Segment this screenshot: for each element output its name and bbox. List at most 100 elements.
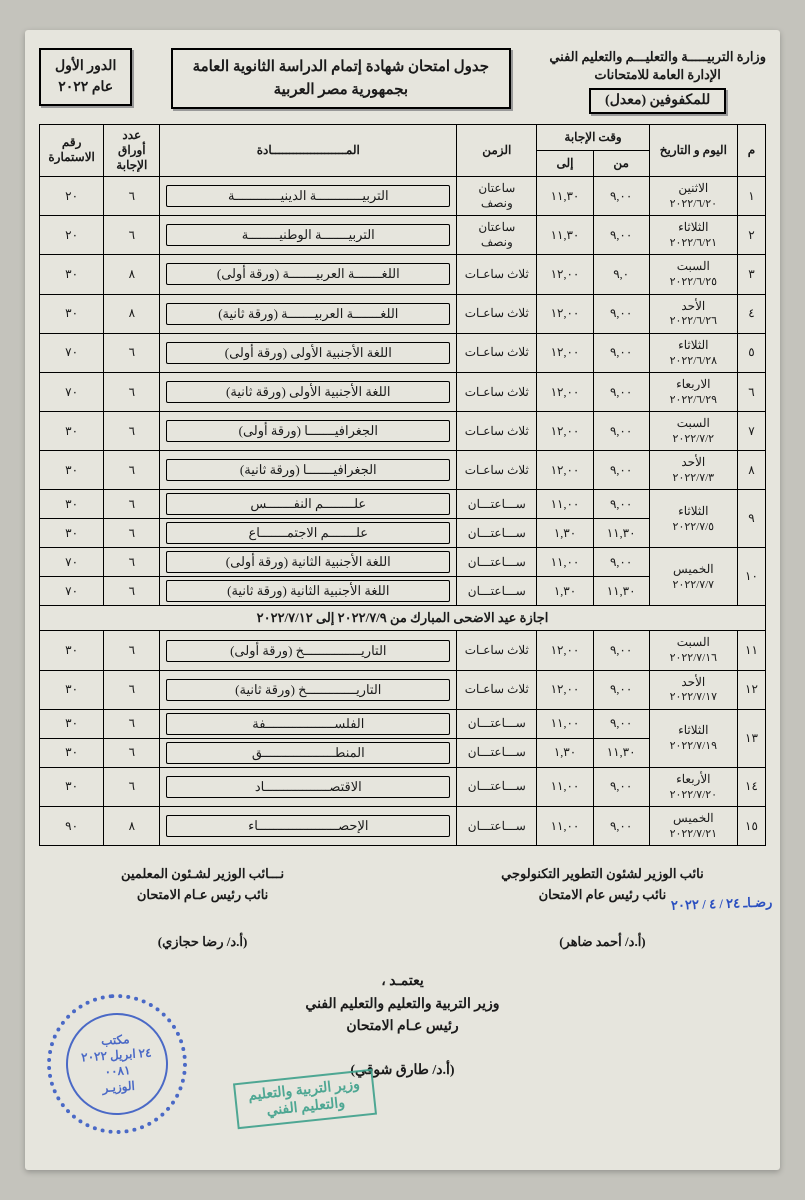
cell-form: ٣٠: [40, 670, 104, 709]
cell-day: الاثنين٢٠٢٢/٦/٢٠: [649, 176, 737, 215]
cell-subject: التربيــــــــــــة الدينيــــــــــــة: [160, 176, 457, 215]
col-form: رقم الاستمارة: [40, 124, 104, 176]
table-row: ٢الثلاثاء٢٠٢٢/٦/٢١٩,٠٠١١,٣٠ساعتان ونصفال…: [40, 216, 766, 255]
round-stamp-inner: مكتب ٢٤ ابريل ٢٠٢٢ ٠٠٨١ الوزيـر: [63, 1010, 172, 1119]
cell-subject: اللغة الأجنبية الأولى (ورقة أولى): [160, 333, 457, 372]
cell-form: ٣٠: [40, 490, 104, 519]
sheet: وزارة التربيـــــة والتعليـــم والتعليم …: [25, 30, 780, 1170]
holiday-row: اجازة عيد الاضحى المبارك من ٢٠٢٢/٧/٩ إلى…: [40, 606, 766, 631]
cell-m: ٧: [737, 412, 765, 451]
cell-dur: ثلاث ساعـات: [457, 670, 537, 709]
cell-to: ١٢,٠٠: [537, 294, 593, 333]
cell-dur: ثلاث ساعـات: [457, 372, 537, 411]
cell-day: الثلاثاء٢٠٢٢/٧/٥: [649, 490, 737, 548]
cell-dur: ســـاعتـــان: [457, 709, 537, 738]
table-row: ٨الأحد٢٠٢٢/٧/٣٩,٠٠١٢,٠٠ثلاث ساعـاتالجغرا…: [40, 451, 766, 490]
table-row: ١٠الخميس٢٠٢٢/٧/٧٩,٠٠١١,٠٠ســـاعتـــانالل…: [40, 548, 766, 577]
cell-to: ١,٣٠: [537, 577, 593, 606]
table-head: م اليوم و التاريخ وقت الإجابة الزمن المـ…: [40, 124, 766, 176]
cell-to: ١٢,٠٠: [537, 255, 593, 294]
cell-dur: ســـاعتـــان: [457, 577, 537, 606]
col-pages: عدد أوراق الإجابة: [104, 124, 160, 176]
cell-m: ١٥: [737, 807, 765, 846]
cell-day: الثلاثاء٢٠٢٢/٦/٢٨: [649, 333, 737, 372]
cell-form: ٣٠: [40, 519, 104, 548]
cell-form: ٣٠: [40, 451, 104, 490]
cell-form: ٣٠: [40, 738, 104, 767]
cell-form: ٣٠: [40, 631, 104, 670]
cell-to: ١١,٠٠: [537, 807, 593, 846]
cell-pages: ٨: [104, 807, 160, 846]
cell-from: ٩,٠٠: [593, 412, 649, 451]
cell-day: الأحد٢٠٢٢/٦/٢٦: [649, 294, 737, 333]
cell-dur: ثلاث ساعـات: [457, 412, 537, 451]
cell-pages: ٦: [104, 577, 160, 606]
cell-dur: ثلاث ساعـات: [457, 451, 537, 490]
cell-m: ٦: [737, 372, 765, 411]
cell-form: ٧٠: [40, 577, 104, 606]
cell-m: ٨: [737, 451, 765, 490]
cell-subject: اللغـــــــة العربيـــــــة (ورقة أولى): [160, 255, 457, 294]
cell-from: ٩,٠٠: [593, 490, 649, 519]
cell-dur: ساعتان ونصف: [457, 216, 537, 255]
cell-day: الأربعاء٢٠٢٢/٧/٢٠: [649, 767, 737, 806]
cell-from: ٩,٠٠: [593, 631, 649, 670]
cell-subject: المنطـــــــــــــــــــق: [160, 738, 457, 767]
cell-dur: ساعتان ونصف: [457, 176, 537, 215]
cell-day: الخميس٢٠٢٢/٧/٢١: [649, 807, 737, 846]
cell-form: ٣٠: [40, 255, 104, 294]
cell-to: ١١,٠٠: [537, 490, 593, 519]
cell-m: ٢: [737, 216, 765, 255]
cell-form: ٣٠: [40, 767, 104, 806]
cell-pages: ٦: [104, 412, 160, 451]
cell-dur: ســـاعتـــان: [457, 548, 537, 577]
table-row: ٧السبت٢٠٢٢/٧/٢٩,٠٠١٢,٠٠ثلاث ساعـاتالجغرا…: [40, 412, 766, 451]
sig-right-title1: نائب الوزير لشئون التطوير التكنولوجي: [439, 864, 766, 885]
cell-subject: الجغرافيـــــــا (ورقة ثانية): [160, 451, 457, 490]
cell-form: ٧٠: [40, 548, 104, 577]
cell-day: الثلاثاء٢٠٢٢/٧/١٩: [649, 709, 737, 767]
cell-pages: ٨: [104, 294, 160, 333]
cell-from: ٩,٠: [593, 255, 649, 294]
ministry-line2: الإدارة العامة للامتحانات: [549, 66, 766, 84]
cell-to: ١٢,٠٠: [537, 631, 593, 670]
cell-to: ١,٣٠: [537, 738, 593, 767]
cell-dur: ثلاث ساعـات: [457, 294, 537, 333]
cell-m: ١: [737, 176, 765, 215]
cell-m: ١٣: [737, 709, 765, 767]
sig-left-title2: نائب رئيس عـام الامتحان: [39, 885, 366, 906]
cell-dur: ســـاعتـــان: [457, 807, 537, 846]
table-row: ٣السبت٢٠٢٢/٦/٢٥٩,٠١٢,٠٠ثلاث ساعـاتاللغــ…: [40, 255, 766, 294]
cell-from: ٩,٠٠: [593, 451, 649, 490]
table-row: ٥الثلاثاء٢٠٢٢/٦/٢٨٩,٠٠١٢,٠٠ثلاث ساعـاتال…: [40, 333, 766, 372]
cell-to: ١٢,٠٠: [537, 412, 593, 451]
cell-pages: ٦: [104, 631, 160, 670]
cell-m: ١١: [737, 631, 765, 670]
table-row: ١٣الثلاثاء٢٠٢٢/٧/١٩٩,٠٠١١,٠٠ســـاعتـــان…: [40, 709, 766, 738]
cell-from: ٩,٠٠: [593, 807, 649, 846]
col-day: اليوم و التاريخ: [649, 124, 737, 176]
cell-from: ١١,٣٠: [593, 519, 649, 548]
cell-to: ١٢,٠٠: [537, 451, 593, 490]
cell-day: الخميس٢٠٢٢/٧/٧: [649, 548, 737, 606]
cell-dur: ســـاعتـــان: [457, 490, 537, 519]
schedule-table: م اليوم و التاريخ وقت الإجابة الزمن المـ…: [39, 124, 766, 846]
col-from: من: [593, 150, 649, 176]
cell-pages: ٦: [104, 451, 160, 490]
sig-right-name: (أ.د/ أحمد ضاهر): [439, 932, 766, 953]
page: وزارة التربيـــــة والتعليـــم والتعليم …: [0, 0, 805, 1200]
cell-pages: ٦: [104, 709, 160, 738]
cell-form: ٩٠: [40, 807, 104, 846]
table-row: ٩الثلاثاء٢٠٢٢/٧/٥٩,٠٠١١,٠٠ســـاعتـــانعل…: [40, 490, 766, 519]
sig-left-title1: نـــائب الوزير لشـئون المعلمين: [39, 864, 366, 885]
cell-dur: ســـاعتـــان: [457, 767, 537, 806]
cell-to: ١١,٣٠: [537, 216, 593, 255]
round-line1: الدور الأول: [55, 56, 116, 77]
cell-pages: ٦: [104, 372, 160, 411]
modified-box: للمكفوفين (معدل): [589, 88, 726, 114]
table-body: ١الاثنين٢٠٢٢/٦/٢٠٩,٠٠١١,٣٠ساعتان ونصفالت…: [40, 176, 766, 845]
cell-pages: ٦: [104, 216, 160, 255]
table-row: ١الاثنين٢٠٢٢/٦/٢٠٩,٠٠١١,٣٠ساعتان ونصفالت…: [40, 176, 766, 215]
cell-m: ٤: [737, 294, 765, 333]
col-m: م: [737, 124, 765, 176]
